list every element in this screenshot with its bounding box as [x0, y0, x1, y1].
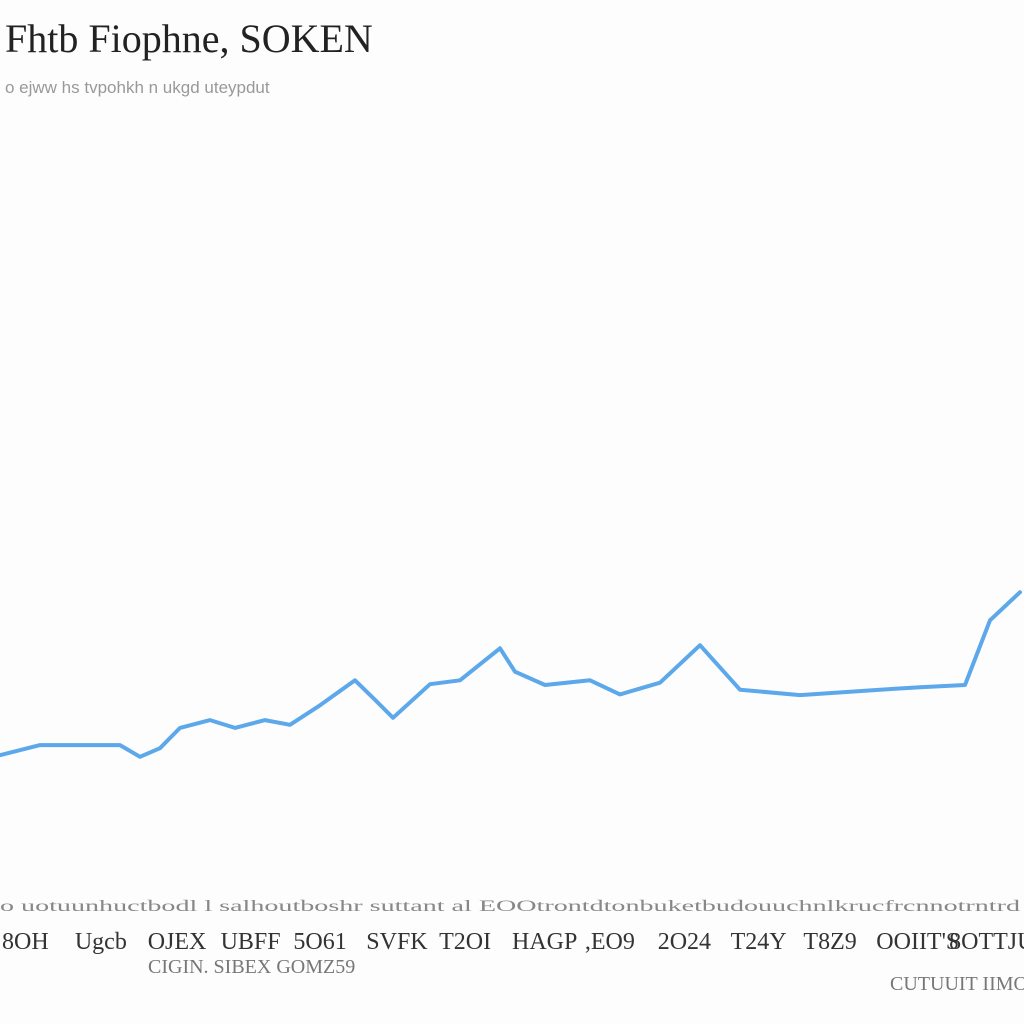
x-tick-label: T8Z9: [803, 929, 856, 955]
data-line: [0, 590, 1022, 759]
x-tick-label: OJEX: [148, 929, 207, 955]
x-tick-label: T24Y: [731, 929, 787, 955]
x-tick-label: 8OTTJUE: [949, 929, 1024, 955]
axis-note: o uotuunhuctbodl l salhoutboshr suttant …: [0, 898, 1020, 915]
source: CUTUUIT IIMOCE: [890, 973, 1024, 995]
x-tick-label: Ugcb: [75, 929, 127, 955]
x-tick-label: 8OH: [2, 929, 49, 955]
x-tick-label: T2OI: [439, 929, 491, 955]
x-tick-label: HAGP: [512, 929, 577, 955]
footer: CIGIN. SIBEX GOMZ59: [148, 956, 355, 978]
chart-title: Fhtb Fiophne, SOKEN: [5, 16, 373, 61]
chart-subtitle: o ejww hs tvpohkh n ukgd uteypdut: [5, 78, 270, 97]
x-tick-label: 2O24: [658, 929, 711, 955]
x-tick-label: ,EO9: [585, 929, 635, 955]
x-tick-label: SVFK: [366, 929, 428, 955]
x-tick-label: UBFF: [221, 929, 281, 955]
x-tick-label: OOIIT'S: [876, 929, 959, 955]
x-tick-label: 5O61: [293, 929, 346, 955]
